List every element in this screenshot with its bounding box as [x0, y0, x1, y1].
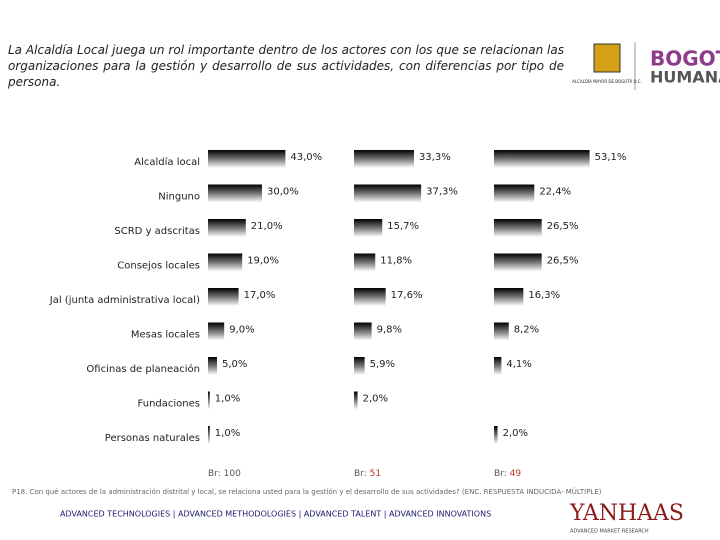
crest: [593, 43, 621, 73]
value-label: 26,5%: [547, 256, 579, 267]
bar: [208, 322, 225, 341]
logo-humana: HUMANA: [650, 68, 720, 87]
bar: [494, 219, 542, 237]
bar: [354, 391, 358, 410]
base-label: Br: 51: [354, 469, 381, 479]
value-label: 53,1%: [595, 152, 627, 163]
value-label: 37,3%: [426, 187, 458, 198]
bar: [208, 150, 286, 168]
bar: [208, 426, 210, 444]
bar: [208, 357, 217, 375]
base-value: 51: [370, 469, 381, 479]
value-label: 43,0%: [290, 152, 322, 163]
logo-bogota: BOGOTÁ: [650, 47, 720, 71]
bar: [494, 150, 590, 168]
value-label: 9,0%: [229, 325, 254, 336]
category-label: Oficinas de planeación: [86, 363, 200, 375]
base-value: 100: [224, 469, 241, 479]
value-label: 2,0%: [363, 394, 388, 405]
value-label: 17,0%: [244, 290, 276, 301]
bar: [354, 253, 376, 272]
value-label: 4,1%: [506, 359, 531, 370]
value-label: 5,9%: [370, 359, 395, 370]
category-label: Fundaciones: [138, 399, 200, 410]
value-label: 17,6%: [391, 290, 423, 301]
bar: [208, 184, 262, 203]
category-label: Consejos locales: [117, 261, 200, 272]
category-label: Alcaldía local: [134, 156, 200, 168]
category-label: SCRD y adscritas: [114, 226, 200, 237]
base-label: Br: 100: [208, 469, 241, 479]
logo-yanhaas-sub: ADVANCED MARKET RESEARCH: [570, 529, 649, 535]
bar: [208, 288, 239, 306]
value-label: 19,0%: [247, 256, 279, 267]
bar: [354, 150, 414, 168]
logo-yanhaas: YANHAAS: [569, 501, 684, 526]
bar: [494, 357, 502, 375]
value-label: 1,0%: [215, 428, 240, 439]
bar: [208, 253, 243, 272]
value-label: 5,0%: [222, 359, 247, 370]
footer: ADVANCED TECHNOLOGIES | ADVANCED METHODO…: [60, 510, 491, 519]
base-text: Br:: [208, 469, 221, 479]
category-label: Mesas locales: [131, 330, 200, 341]
bar: [354, 288, 386, 306]
value-label: 22,4%: [539, 187, 571, 198]
base-text: Br:: [354, 469, 367, 479]
bar: [208, 219, 246, 237]
bar: [494, 288, 524, 306]
value-label: 2,0%: [503, 428, 528, 439]
bar: [354, 357, 365, 375]
base-value: 49: [510, 469, 522, 479]
logo-text: ALCALDÍA MAYOR DE BOGOTÁ D.C.: [572, 79, 642, 84]
value-label: 15,7%: [387, 221, 419, 232]
base-text: Br:: [494, 469, 507, 479]
value-label: 9,8%: [377, 325, 402, 336]
base-label: Br: 49: [494, 469, 521, 479]
category-label: Ninguno: [158, 192, 200, 203]
value-label: 30,0%: [267, 187, 299, 198]
bar: [494, 322, 509, 341]
bar: [208, 391, 210, 410]
bar: [354, 322, 372, 341]
bar: [354, 184, 422, 203]
value-label: 1,0%: [215, 394, 240, 405]
value-label: 16,3%: [528, 290, 560, 301]
value-label: 11,8%: [380, 256, 412, 267]
value-label: 21,0%: [251, 221, 283, 232]
bar: [494, 253, 542, 272]
value-label: 26,5%: [547, 221, 579, 232]
bar: [494, 426, 498, 444]
category-label: Personas naturales: [105, 433, 200, 444]
value-label: 33,3%: [419, 152, 451, 163]
header-text: La Alcaldía Local juega un rol important…: [8, 43, 564, 89]
category-label: Jal (junta administrativa local): [49, 295, 200, 306]
value-label: 8,2%: [514, 325, 539, 336]
bar: [494, 184, 535, 203]
footnote: P18. Con qué actores de la administració…: [12, 487, 602, 496]
bar: [354, 219, 383, 237]
